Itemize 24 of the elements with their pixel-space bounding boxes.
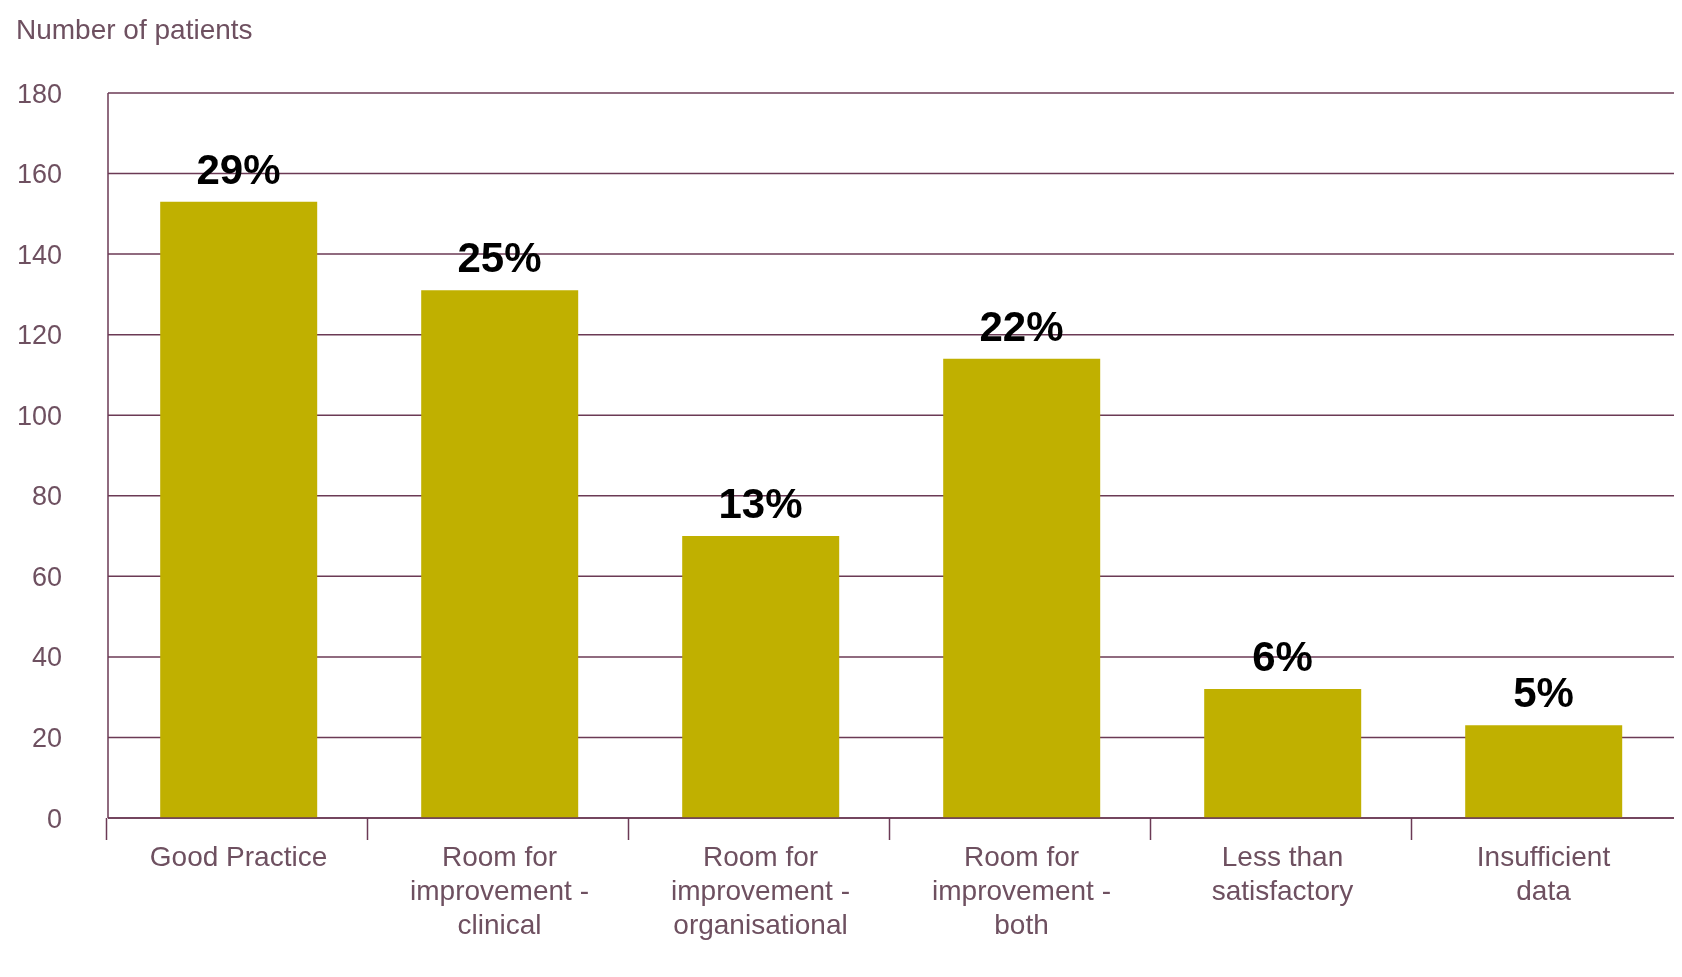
y-tick-label: 160 xyxy=(16,159,62,190)
x-tick-label: Good Practice xyxy=(149,841,328,872)
y-tick-label: 180 xyxy=(16,78,62,109)
bar xyxy=(1204,689,1362,818)
y-tick-label: 20 xyxy=(31,723,62,754)
y-tick-label: 100 xyxy=(16,400,62,431)
bar xyxy=(160,201,318,818)
y-axis-title: Number of patients xyxy=(16,14,253,46)
y-tick-label: 120 xyxy=(16,320,62,351)
annotation: 5% xyxy=(1513,669,1574,717)
y-tick-label: 40 xyxy=(31,642,62,673)
bar xyxy=(943,358,1101,818)
x-tick-label: Insufficient data xyxy=(1476,841,1611,906)
x-tick-label: Room for improvement - clinical xyxy=(410,841,589,940)
y-tick-label: 80 xyxy=(31,481,62,512)
y-tick-label: 60 xyxy=(31,561,62,592)
y-tick-label: 0 xyxy=(46,803,62,834)
bar xyxy=(682,536,840,818)
bar xyxy=(421,290,579,818)
x-tick-label: Room for improvement - organisational xyxy=(671,841,850,940)
x-tick-label: Room for improvement - both xyxy=(932,841,1111,940)
bar xyxy=(1465,725,1623,818)
x-tick-label: Less than satisfactory xyxy=(1211,841,1354,906)
y-tick-label: 140 xyxy=(16,239,62,270)
